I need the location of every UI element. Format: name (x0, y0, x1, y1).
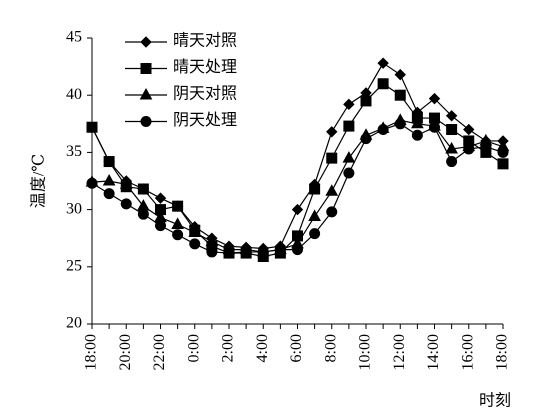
x-tick-label: 18:00 (494, 334, 511, 370)
data-point (171, 217, 184, 229)
data-point (326, 126, 338, 138)
legend-label: 晴天对照 (173, 32, 237, 50)
legend-marker (140, 116, 152, 127)
data-point (497, 158, 509, 170)
data-point (343, 167, 355, 179)
data-point (309, 183, 321, 195)
y-tick-label: 25 (66, 257, 82, 274)
data-point (308, 209, 321, 221)
data-point (137, 183, 149, 195)
data-point (343, 98, 355, 111)
x-tick-label: 22:00 (151, 334, 168, 370)
x-tick-label: 16:00 (459, 334, 476, 370)
data-point (274, 244, 286, 256)
data-point (155, 220, 166, 232)
data-point (86, 121, 98, 133)
data-point (206, 246, 218, 258)
data-point (326, 206, 338, 218)
data-point (463, 143, 475, 155)
x-tick-label: 0:00 (185, 334, 202, 362)
data-point (172, 200, 184, 212)
data-point (394, 118, 406, 130)
x-tick-label: 20:00 (117, 334, 134, 370)
data-point (445, 110, 458, 122)
data-point (377, 57, 389, 69)
data-point (292, 244, 303, 256)
data-point (86, 177, 98, 189)
legend-label: 晴天处理 (173, 58, 237, 76)
data-point (189, 238, 201, 250)
data-point (257, 246, 269, 258)
data-point (342, 151, 356, 163)
data-point (360, 133, 372, 145)
data-point (343, 120, 355, 132)
legend-marker (140, 36, 152, 48)
data-point (172, 229, 184, 241)
data-point (325, 184, 339, 196)
data-point (411, 129, 423, 141)
y-axis-label: 温度/℃ (30, 154, 48, 208)
data-point (103, 156, 115, 168)
data-point (240, 246, 252, 258)
data-point (223, 247, 235, 259)
legend-marker (139, 87, 153, 100)
x-tick-label: 14:00 (425, 334, 442, 370)
data-point (188, 225, 202, 237)
data-point (326, 152, 338, 164)
data-point (291, 203, 304, 216)
data-point (428, 92, 441, 105)
data-point (360, 95, 372, 107)
data-point (154, 192, 167, 204)
data-point (119, 177, 133, 189)
data-point (377, 78, 389, 90)
y-tick-label: 35 (66, 143, 82, 160)
data-point (205, 234, 219, 247)
data-point (120, 198, 132, 210)
data-point (309, 228, 321, 240)
data-point (137, 208, 149, 220)
x-tick-label: 12:00 (391, 334, 408, 370)
x-tick-label: 18:00 (83, 334, 100, 370)
data-point (480, 141, 492, 153)
data-point (377, 124, 389, 136)
data-point (411, 116, 424, 129)
x-axis-label: 时刻 (479, 392, 511, 410)
y-tick-label: 20 (66, 315, 82, 332)
x-tick-label: 8:00 (322, 334, 339, 362)
data-point (497, 146, 509, 158)
legend-label: 阴天处理 (173, 111, 237, 129)
x-tick-label: 10:00 (357, 334, 374, 370)
y-tick-label: 45 (66, 29, 82, 46)
data-point (429, 121, 440, 133)
data-point (394, 68, 406, 81)
x-tick-label: 4:00 (254, 334, 271, 362)
x-tick-label: 2:00 (220, 334, 237, 362)
data-point (102, 173, 116, 186)
data-point (446, 156, 458, 168)
data-point (446, 124, 458, 136)
x-tick-label: 6:00 (288, 334, 305, 362)
legend-label: 阴天对照 (173, 85, 237, 103)
data-point (394, 89, 406, 101)
data-point (463, 123, 475, 136)
data-point (445, 141, 458, 154)
y-tick-label: 30 (66, 200, 82, 217)
y-tick-label: 40 (66, 86, 82, 103)
legend-marker (140, 63, 152, 74)
data-point (103, 188, 115, 200)
